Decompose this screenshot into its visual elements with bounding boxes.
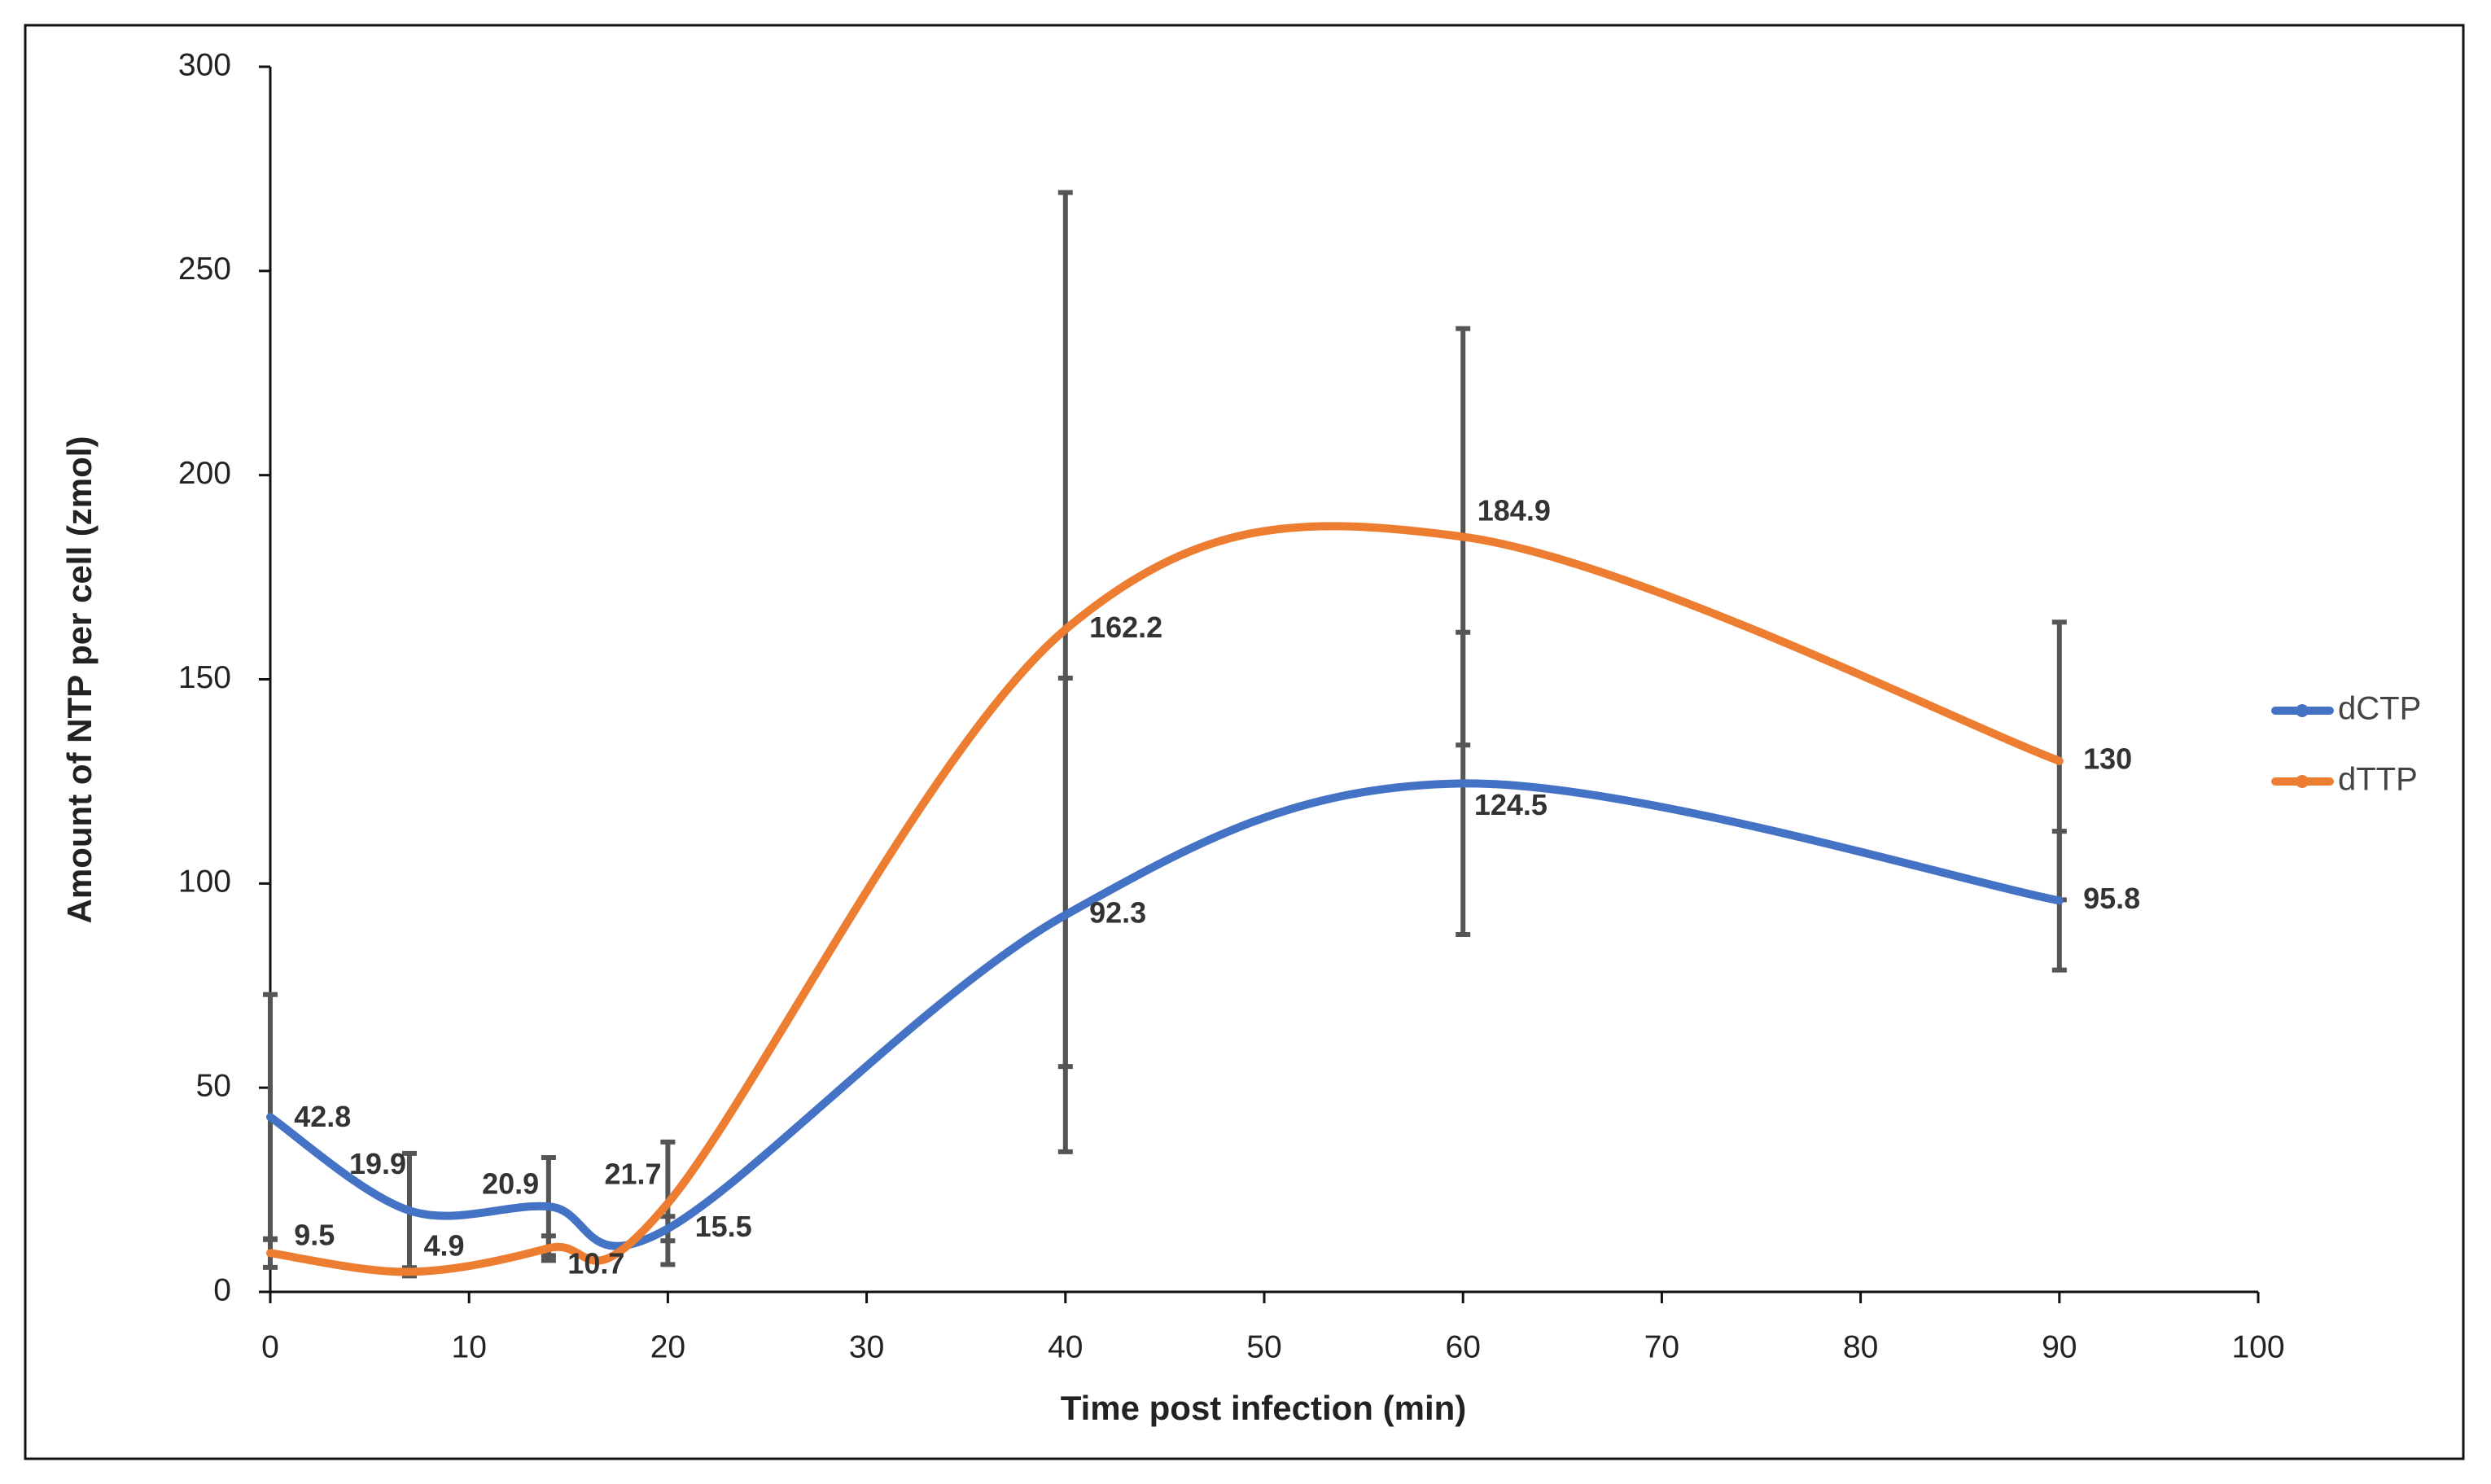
- value-label: 10.7: [567, 1246, 624, 1280]
- value-label: 20.9: [482, 1167, 539, 1200]
- value-label: 19.9: [349, 1147, 406, 1180]
- x-tick-label: 60: [1446, 1329, 1481, 1364]
- y-tick-label: 300: [178, 47, 231, 82]
- x-tick-label: 20: [650, 1329, 685, 1364]
- x-tick-label: 0: [261, 1329, 279, 1364]
- series-line: [266, 779, 2064, 1250]
- x-tick-label: 30: [849, 1329, 884, 1364]
- x-tick-label: 90: [2042, 1329, 2077, 1364]
- legend-marker: [2296, 704, 2309, 717]
- y-tick-label: 50: [196, 1068, 231, 1103]
- value-label: 95.8: [2083, 882, 2140, 915]
- x-tick-label: 70: [1644, 1329, 1679, 1364]
- frame: [24, 24, 2465, 1460]
- x-tick-label: 40: [1048, 1329, 1083, 1364]
- legend-marker: [2296, 775, 2309, 788]
- value-label: 124.5: [1474, 788, 1548, 821]
- value-label: 130: [2083, 742, 2132, 775]
- value-label: 21.7: [605, 1157, 662, 1190]
- value-label: 42.8: [294, 1100, 351, 1133]
- y-tick-label: 150: [178, 660, 231, 695]
- value-label: 184.9: [1478, 494, 1551, 527]
- value-label: 92.3: [1089, 895, 1146, 929]
- x-tick-label: 50: [1246, 1329, 1281, 1364]
- series-line: [266, 522, 2064, 1276]
- value-label: 162.2: [1089, 611, 1162, 644]
- value-label: 9.5: [294, 1218, 335, 1251]
- x-tick-label: 10: [452, 1329, 487, 1364]
- legend-label: dCTP: [2338, 691, 2421, 727]
- x-tick-label: 100: [2231, 1329, 2284, 1364]
- value-label: 15.5: [695, 1210, 752, 1243]
- y-axis-title: Amount of NTP per cell (zmol): [60, 436, 99, 924]
- x-axis-title: Time post infection (min): [1061, 1389, 1467, 1427]
- legend-label: dTTP: [2338, 762, 2418, 798]
- value-label: 4.9: [424, 1229, 465, 1263]
- x-tick-label: 80: [1843, 1329, 1878, 1364]
- y-tick-label: 250: [178, 252, 231, 287]
- y-tick-label: 200: [178, 456, 231, 491]
- y-tick-label: 0: [213, 1272, 231, 1307]
- y-tick-label: 100: [178, 865, 231, 900]
